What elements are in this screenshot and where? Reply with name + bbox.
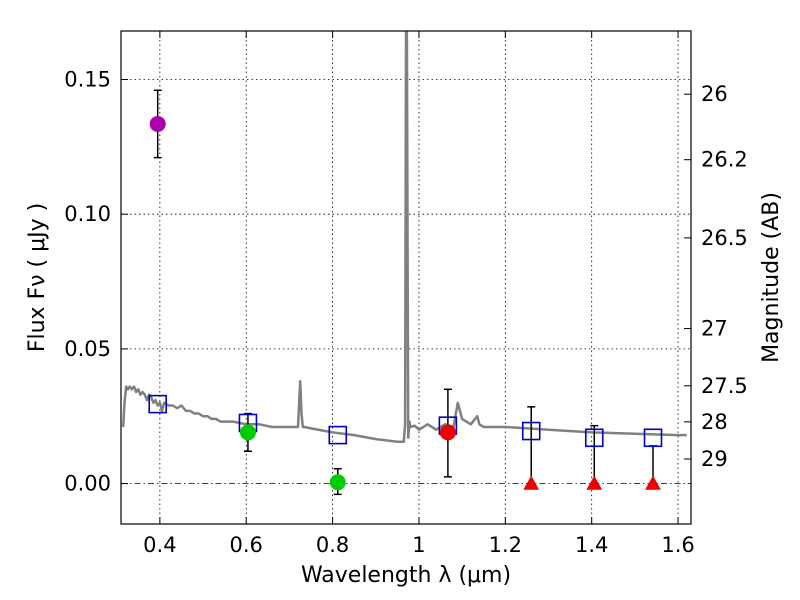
y-tick-labels: 0.00 0.05 0.10 0.15: [64, 67, 111, 495]
x-tick-labels: 0.4 0.6 0.8 1 1.2 1.4 1.6: [143, 533, 695, 557]
upper-limit-triangle: [586, 475, 603, 490]
y2-tick-labels: 26 26.2 26.5 27 27.5 28 29: [701, 82, 748, 471]
y-tick-label: 0.15: [64, 67, 111, 91]
model-photometry-layer: [148, 394, 663, 448]
axes-frame: [120, 30, 692, 525]
model-photometry-square: [643, 428, 663, 448]
y-tick-label: 0.10: [64, 202, 111, 226]
y2-tick-label: 27: [701, 317, 728, 341]
y-tick-label: 0.05: [64, 337, 111, 361]
y2-tick-label: 28: [701, 410, 728, 434]
y-axis-title: Flux Fν ( μJy ): [25, 203, 50, 352]
model-spectrum-line: [121, 31, 687, 444]
model-photometry-square: [148, 394, 168, 414]
observation-point: [149, 115, 166, 132]
x-tick-label: 1: [412, 533, 425, 557]
y2-tick-label: 27.5: [701, 374, 748, 398]
model-photometry-square: [328, 425, 348, 445]
y2-tick-label: 29: [701, 447, 728, 471]
model-spectrum-layer: [121, 31, 687, 444]
upper-limit-triangle: [645, 475, 661, 490]
x-tick-label: 0.6: [230, 533, 263, 557]
upper-limit-triangle: [523, 475, 540, 490]
observation-layer: [149, 115, 661, 491]
x-tick-label: 1.6: [661, 533, 694, 557]
y2-axis-title: Magnitude (AB): [759, 192, 784, 363]
x-tick-label: 0.8: [316, 533, 349, 557]
x-axis-title: Wavelength λ (μm): [301, 563, 511, 588]
observation-point: [329, 474, 346, 491]
x-tick-label: 1.4: [575, 533, 608, 557]
y2-tick-label: 26.2: [701, 148, 748, 172]
y2-tick-label: 26.5: [701, 226, 748, 250]
observation-point: [239, 424, 256, 441]
y2-tick-label: 26: [701, 82, 728, 106]
observation-point: [439, 424, 456, 441]
x-tick-label: 1.2: [489, 533, 522, 557]
model-photometry-square: [521, 421, 541, 441]
x-tick-label: 0.4: [143, 533, 176, 557]
ticks: [121, 31, 691, 524]
y-tick-label: 0.00: [64, 472, 111, 496]
model-photometry-square: [584, 428, 604, 448]
